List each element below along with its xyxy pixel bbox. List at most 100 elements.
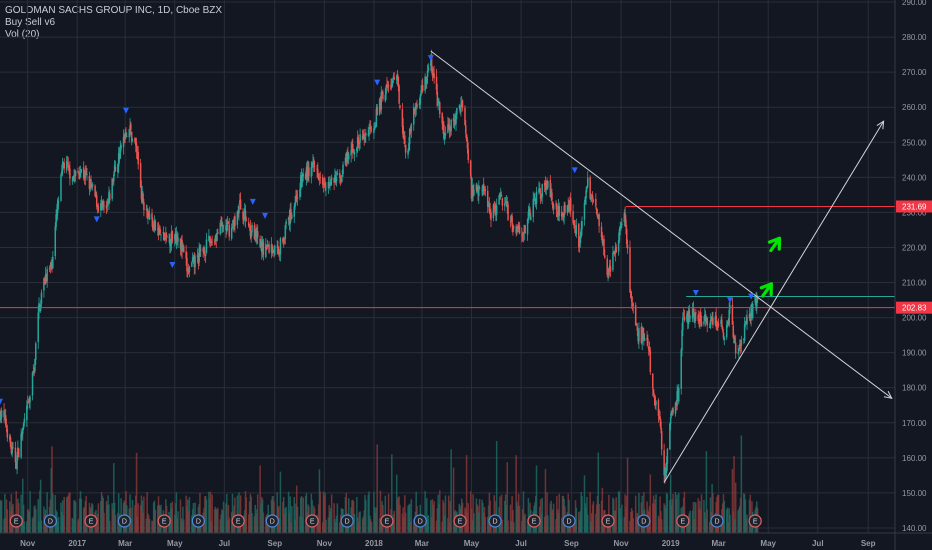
volume-bar <box>61 500 64 533</box>
candle-body <box>107 201 109 205</box>
candle-body <box>682 316 685 317</box>
volume-bar <box>408 504 410 533</box>
volume-bar <box>597 452 600 533</box>
candle-body <box>205 239 208 253</box>
candle-body <box>350 149 352 156</box>
candle-body <box>382 92 384 100</box>
volume-bar <box>228 517 230 533</box>
volume-bar <box>35 508 37 533</box>
candle-body <box>717 325 719 327</box>
candle-body <box>282 238 284 243</box>
candle-body <box>105 205 108 209</box>
candle-body <box>586 177 589 187</box>
candle-body <box>739 343 742 347</box>
candle-body <box>547 181 549 188</box>
volume-bar <box>746 514 748 533</box>
volume-bar <box>482 503 484 533</box>
candle-body <box>482 185 484 192</box>
candle-body <box>492 204 495 219</box>
signal-marker <box>726 297 733 304</box>
candle-body <box>83 176 86 180</box>
volume-bar <box>230 512 233 533</box>
volume-bar <box>191 515 193 533</box>
candle-body <box>21 432 23 436</box>
candle-body <box>563 205 565 218</box>
candle-body <box>198 248 200 263</box>
volume-bar <box>283 513 286 533</box>
candle-body <box>293 206 296 217</box>
volume-bar <box>29 491 31 533</box>
candle-body <box>751 303 753 317</box>
dividend-badge-label: D <box>714 519 719 526</box>
candle-body <box>48 267 51 269</box>
candle-body <box>26 405 28 421</box>
volume-bar <box>578 511 580 533</box>
volume-bar <box>601 487 604 533</box>
signal-marker <box>374 79 381 86</box>
candle-body <box>431 69 434 76</box>
volume-bar <box>517 493 520 533</box>
dividend-badge <box>340 514 354 528</box>
candle-body <box>61 162 64 171</box>
candle-body <box>711 315 713 321</box>
volume-bar <box>208 499 211 533</box>
candle-body <box>386 84 388 88</box>
candle-body <box>460 102 463 106</box>
candle-body <box>147 211 149 220</box>
dividend-badge <box>413 514 427 528</box>
candle-body <box>443 124 445 139</box>
candle-body <box>238 205 240 214</box>
volume-bar <box>117 512 119 533</box>
candle-body <box>352 144 354 152</box>
candle-body <box>460 104 462 113</box>
candle-body <box>526 219 529 235</box>
candle-body <box>602 239 604 244</box>
candle-body <box>478 187 480 197</box>
candle-body <box>441 113 443 124</box>
volume-bar <box>107 495 109 533</box>
candle-body <box>455 112 457 125</box>
volume-bar <box>301 517 304 533</box>
volume-bar <box>100 492 103 533</box>
candle-body <box>369 126 371 130</box>
volume-bar <box>56 511 58 533</box>
volume-bar <box>78 518 80 533</box>
time-tick-label: Nov <box>20 539 36 548</box>
volume-bar <box>339 514 342 533</box>
volume-bar <box>244 491 247 533</box>
volume-bar <box>486 516 489 533</box>
candle-body <box>203 250 205 254</box>
candle-body <box>437 102 439 106</box>
candle-body <box>674 402 677 414</box>
candle-body <box>569 200 571 209</box>
candle-body <box>729 305 731 309</box>
volume-bar <box>669 500 671 533</box>
volume-bar <box>478 512 480 533</box>
candle-body <box>581 221 583 229</box>
volume-bar <box>424 491 426 533</box>
volume-bar <box>678 492 680 533</box>
volume-bar <box>352 501 355 533</box>
candle-body <box>122 136 125 147</box>
candle-body <box>583 202 586 220</box>
candle-body <box>658 416 661 418</box>
candle-body <box>347 152 349 158</box>
volume-bar <box>612 499 615 533</box>
earnings-badge-label: E <box>162 519 167 526</box>
candle-body <box>117 164 119 173</box>
candle-body <box>142 193 144 202</box>
candle-body <box>111 178 113 199</box>
candle-body <box>192 256 195 260</box>
candle-body <box>580 228 582 237</box>
candle-body <box>29 397 31 403</box>
volume-bar <box>219 519 222 533</box>
candle-body <box>596 214 599 217</box>
candle-body <box>625 229 628 245</box>
candle-body <box>482 183 485 188</box>
candle-body <box>219 222 222 234</box>
volume-bar <box>52 493 54 533</box>
candle-body <box>313 159 315 166</box>
candle-body <box>256 232 258 239</box>
candle-body <box>665 462 668 473</box>
